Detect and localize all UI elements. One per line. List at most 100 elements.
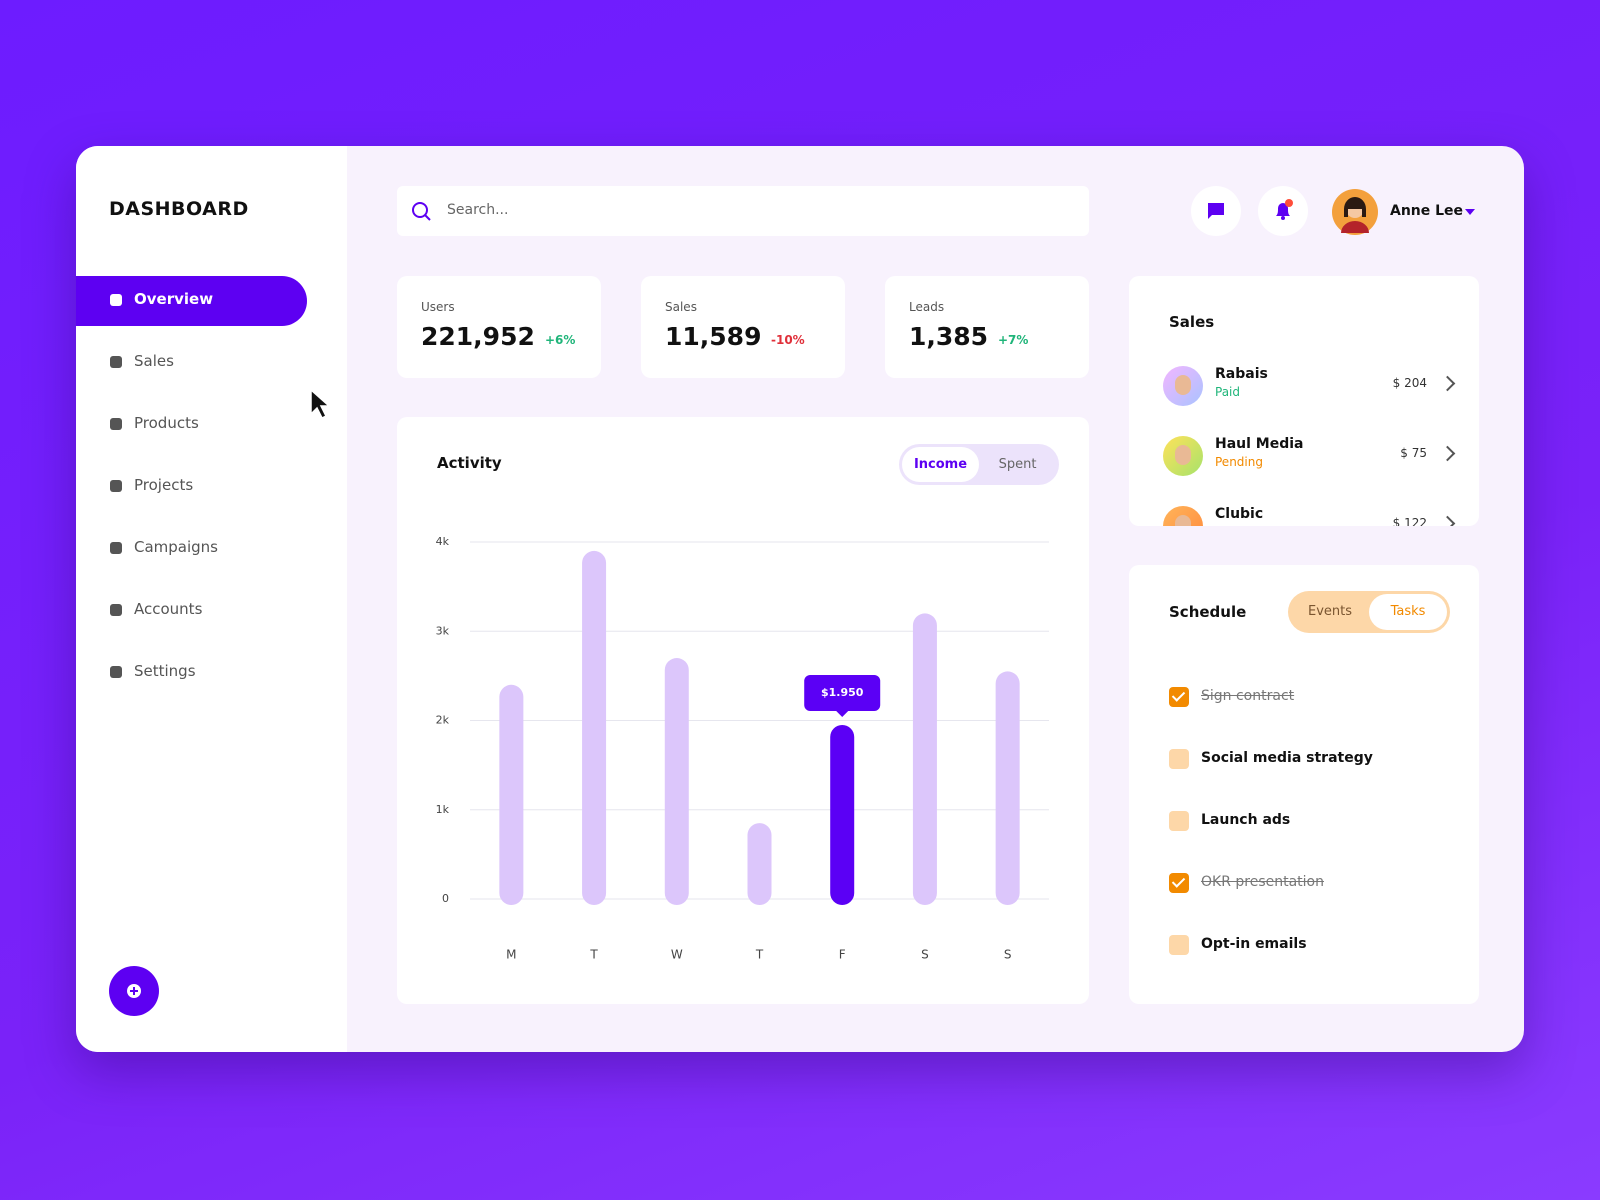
user-dropdown[interactable]: [1464, 208, 1476, 216]
stat-value: 221,952: [421, 322, 535, 351]
chart-toggle: Income Spent: [899, 444, 1059, 485]
toggle-income[interactable]: Income: [902, 447, 979, 482]
task-checkbox[interactable]: [1169, 935, 1189, 955]
x-tick-label: S: [921, 948, 929, 962]
task-checkbox[interactable]: [1169, 749, 1189, 769]
activity-panel: Activity Income Spent 0 1k 2k 3k 4k M T W T F $1.9…: [397, 417, 1089, 1004]
nav-item[interactable]: Accounts: [134, 600, 203, 618]
stat-label: Users: [421, 300, 455, 314]
nav-item[interactable]: Campaigns: [134, 538, 219, 556]
amount: $ 75: [1400, 446, 1427, 460]
stat-value: 1,385: [909, 322, 989, 351]
user-name[interactable]: Anne Lee: [1390, 203, 1464, 219]
avatar-face: [1175, 445, 1191, 465]
y-tick-label: 4k: [436, 535, 450, 548]
nav-icon: [110, 294, 122, 306]
check-mark: [1171, 874, 1186, 888]
customer-avatar: [1163, 366, 1203, 406]
customer-name[interactable]: Clubic: [1215, 506, 1264, 522]
tab-events[interactable]: Events: [1307, 604, 1352, 619]
tab-tasks[interactable]: Tasks: [1369, 594, 1447, 630]
chevron[interactable]: [1439, 375, 1456, 392]
sidebar: DASHBOARD Overview Sales Products Projects C…: [76, 146, 347, 1052]
notifications-button[interactable]: [1258, 186, 1308, 236]
nav-item[interactable]: Products: [134, 414, 199, 432]
avatar-face: [1175, 375, 1191, 395]
bar: [582, 550, 607, 905]
chevron[interactable]: [1439, 445, 1456, 462]
add-button[interactable]: [109, 966, 159, 1016]
messages-button[interactable]: [1191, 186, 1241, 236]
brand: DASHBOARD: [109, 198, 249, 220]
nav-icon: [110, 666, 122, 678]
search-icon: [412, 202, 431, 221]
stat-card: Leads 1,385 +7%: [885, 276, 1089, 378]
schedule-tabs: Events Tasks: [1288, 591, 1450, 633]
bar: [995, 671, 1020, 905]
nav-item[interactable]: Projects: [134, 476, 194, 494]
task-checkbox[interactable]: [1169, 687, 1189, 707]
task-label[interactable]: Sign contract: [1201, 688, 1295, 704]
nav-icon: [110, 480, 122, 492]
customer-avatar: [1163, 436, 1203, 476]
payment-status: Pending: [1215, 455, 1263, 469]
payment-status: Paid: [1215, 385, 1241, 399]
task-label[interactable]: Opt-in emails: [1201, 936, 1307, 952]
mouse-cursor: [310, 388, 331, 420]
x-tick-label: M: [506, 948, 516, 962]
check-mark: [1171, 688, 1186, 702]
x-tick-label: T: [589, 948, 598, 962]
value-label: $1.950: [821, 686, 864, 699]
nav-icon: [110, 356, 122, 368]
stat-card: Sales 11,589 -10%: [641, 276, 845, 378]
app-window: DASHBOARD Overview Sales Products Projects C…: [76, 146, 1524, 1052]
nav-item[interactable]: Settings: [134, 662, 196, 680]
bar: [499, 684, 524, 905]
tooltip: [804, 674, 881, 717]
nav-icon: [110, 542, 122, 554]
nav-item[interactable]: Overview: [134, 290, 214, 308]
chevron[interactable]: [1439, 515, 1456, 526]
task-checkbox[interactable]: [1169, 873, 1189, 893]
bar: [664, 658, 689, 905]
schedule-title: Schedule: [1169, 603, 1247, 621]
sales-panel: Sales Rabais Paid $ 204 Haul Media Pending $ …: [1129, 276, 1479, 526]
avatar-face: [1175, 515, 1191, 526]
search-bar[interactable]: Search...: [397, 186, 1089, 236]
customer-name[interactable]: Haul Media: [1215, 436, 1304, 452]
task-label[interactable]: Launch ads: [1201, 812, 1291, 828]
toggle-spent[interactable]: Spent: [998, 457, 1037, 472]
search-placeholder: Search...: [447, 202, 509, 218]
task-checkbox[interactable]: [1169, 811, 1189, 831]
bar: [912, 613, 937, 905]
stat-change: +7%: [998, 333, 1029, 347]
x-tick-label: W: [671, 948, 683, 962]
task-label[interactable]: OKR presentation: [1201, 874, 1324, 890]
activity-chart: 0 1k 2k 3k 4k M T W T F $1.950 S S: [436, 535, 1049, 962]
x-tick-label: S: [1004, 948, 1012, 962]
task-label[interactable]: Social media strategy: [1201, 750, 1373, 766]
stat-change: +6%: [545, 333, 576, 347]
stat-card: Users 221,952 +6%: [397, 276, 601, 378]
y-tick-label: 2k: [436, 714, 450, 727]
y-tick-label: 0: [442, 892, 449, 905]
y-tick-label: 3k: [436, 624, 450, 637]
stat-value: 11,589: [665, 322, 762, 351]
nav-icon: [110, 604, 122, 616]
customer-avatar: [1163, 506, 1203, 526]
schedule-panel: Schedule Events Tasks Sign contract Socia…: [1129, 565, 1479, 1004]
stat-label: Leads: [909, 300, 945, 314]
x-tick-label: F: [839, 948, 846, 962]
nav-icon: [110, 418, 122, 430]
nav-item[interactable]: Sales: [134, 352, 174, 370]
chart-title: Activity: [437, 454, 502, 472]
user-avatar[interactable]: [1332, 189, 1378, 235]
bar: [747, 823, 772, 905]
stat-change: -10%: [771, 333, 805, 347]
customer-name[interactable]: Rabais: [1215, 366, 1268, 382]
amount: $ 204: [1392, 376, 1427, 390]
amount: $ 122: [1392, 516, 1427, 526]
stat-label: Sales: [665, 300, 697, 314]
y-tick-label: 1k: [436, 803, 450, 816]
